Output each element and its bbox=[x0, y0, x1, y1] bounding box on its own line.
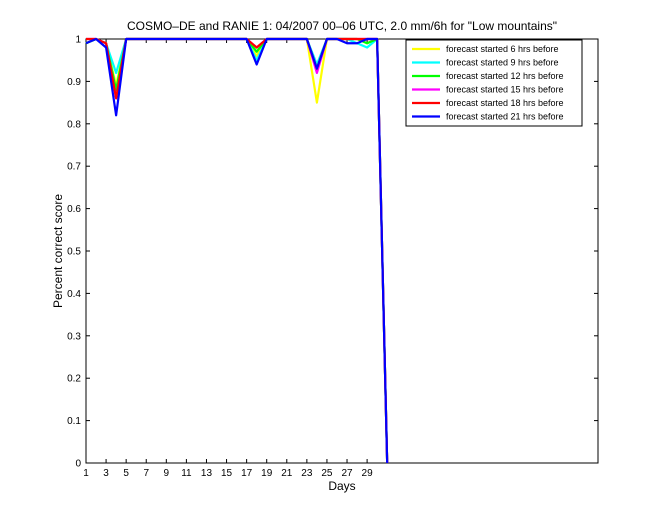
x-tick-label: 1 bbox=[83, 468, 89, 479]
legend-label: forecast started 18 hrs before bbox=[446, 98, 564, 108]
legend-label: forecast started 15 hrs before bbox=[446, 85, 564, 95]
y-axis-label: Percent correct score bbox=[51, 194, 65, 308]
legend-label: forecast started 12 hrs before bbox=[446, 71, 564, 81]
y-tick-label: 1 bbox=[75, 35, 81, 46]
y-tick-label: 0 bbox=[75, 459, 81, 470]
legend-label: forecast started 21 hrs before bbox=[446, 112, 564, 122]
y-tick-label: 0.7 bbox=[67, 162, 81, 173]
series-lines bbox=[85, 37, 389, 464]
x-axis-label: Days bbox=[328, 479, 355, 493]
x-tick-label: 11 bbox=[181, 468, 192, 479]
series-line-6 bbox=[85, 37, 389, 464]
axis-ticks: 1 3 5 7 9 11 13 15 17 19 21 23 25 27 2900.10.20.30.40.… bbox=[67, 35, 598, 479]
x-tick-label: 9 bbox=[164, 468, 170, 479]
y-tick-label: 0.1 bbox=[67, 416, 81, 427]
y-tick-label: 0.9 bbox=[67, 77, 81, 88]
y-tick-label: 0.2 bbox=[67, 374, 81, 385]
x-tick-label: 25 bbox=[321, 468, 333, 479]
x-tick-label: 23 bbox=[301, 468, 313, 479]
x-tick-label: 13 bbox=[201, 468, 213, 479]
legend: forecast started 6 hrs before forecast st… bbox=[405, 39, 583, 127]
x-tick-label: 27 bbox=[341, 468, 353, 479]
legend-label: forecast started 6 hrs before bbox=[446, 44, 559, 54]
x-tick-label: 29 bbox=[362, 468, 374, 479]
y-tick-label: 0.8 bbox=[67, 119, 81, 130]
y-tick-label: 0.4 bbox=[67, 289, 81, 300]
legend-label: forecast started 9 hrs before bbox=[446, 58, 559, 68]
legend-box bbox=[405, 39, 583, 127]
x-tick-label: 7 bbox=[143, 468, 149, 479]
y-tick-label: 0.6 bbox=[67, 204, 81, 215]
x-tick-label: 5 bbox=[123, 468, 129, 479]
x-tick-label: 19 bbox=[261, 468, 273, 479]
x-tick-label: 21 bbox=[281, 468, 293, 479]
x-tick-label: 3 bbox=[103, 468, 109, 479]
x-tick-label: 17 bbox=[241, 468, 253, 479]
chart-title: COSMO–DE and RANIE 1: 04/2007 00–06 UTC,… bbox=[127, 19, 557, 33]
y-tick-label: 0.5 bbox=[67, 247, 81, 258]
y-tick-label: 0.3 bbox=[67, 331, 81, 342]
x-tick-label: 15 bbox=[221, 468, 233, 479]
